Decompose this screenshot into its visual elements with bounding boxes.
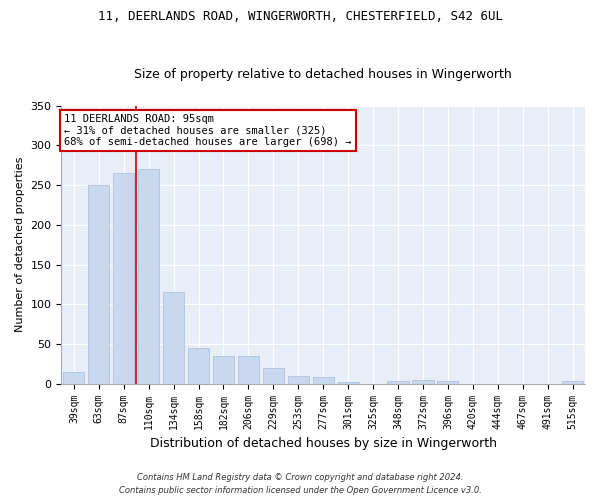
Bar xyxy=(213,356,234,384)
Bar xyxy=(113,174,134,384)
Text: 11, DEERLANDS ROAD, WINGERWORTH, CHESTERFIELD, S42 6UL: 11, DEERLANDS ROAD, WINGERWORTH, CHESTER… xyxy=(97,10,503,23)
Bar xyxy=(412,380,434,384)
Bar xyxy=(138,170,159,384)
Text: 11 DEERLANDS ROAD: 95sqm
← 31% of detached houses are smaller (325)
68% of semi-: 11 DEERLANDS ROAD: 95sqm ← 31% of detach… xyxy=(64,114,352,148)
X-axis label: Distribution of detached houses by size in Wingerworth: Distribution of detached houses by size … xyxy=(150,437,497,450)
Bar xyxy=(88,185,109,384)
Y-axis label: Number of detached properties: Number of detached properties xyxy=(15,157,25,332)
Bar xyxy=(313,378,334,384)
Bar xyxy=(238,356,259,384)
Bar xyxy=(338,382,359,384)
Bar xyxy=(63,372,85,384)
Bar xyxy=(263,368,284,384)
Bar xyxy=(388,382,409,384)
Bar xyxy=(562,382,583,384)
Bar xyxy=(287,376,309,384)
Bar xyxy=(163,292,184,384)
Title: Size of property relative to detached houses in Wingerworth: Size of property relative to detached ho… xyxy=(134,68,512,81)
Text: Contains HM Land Registry data © Crown copyright and database right 2024.
Contai: Contains HM Land Registry data © Crown c… xyxy=(119,474,481,495)
Bar xyxy=(437,382,458,384)
Bar xyxy=(188,348,209,384)
